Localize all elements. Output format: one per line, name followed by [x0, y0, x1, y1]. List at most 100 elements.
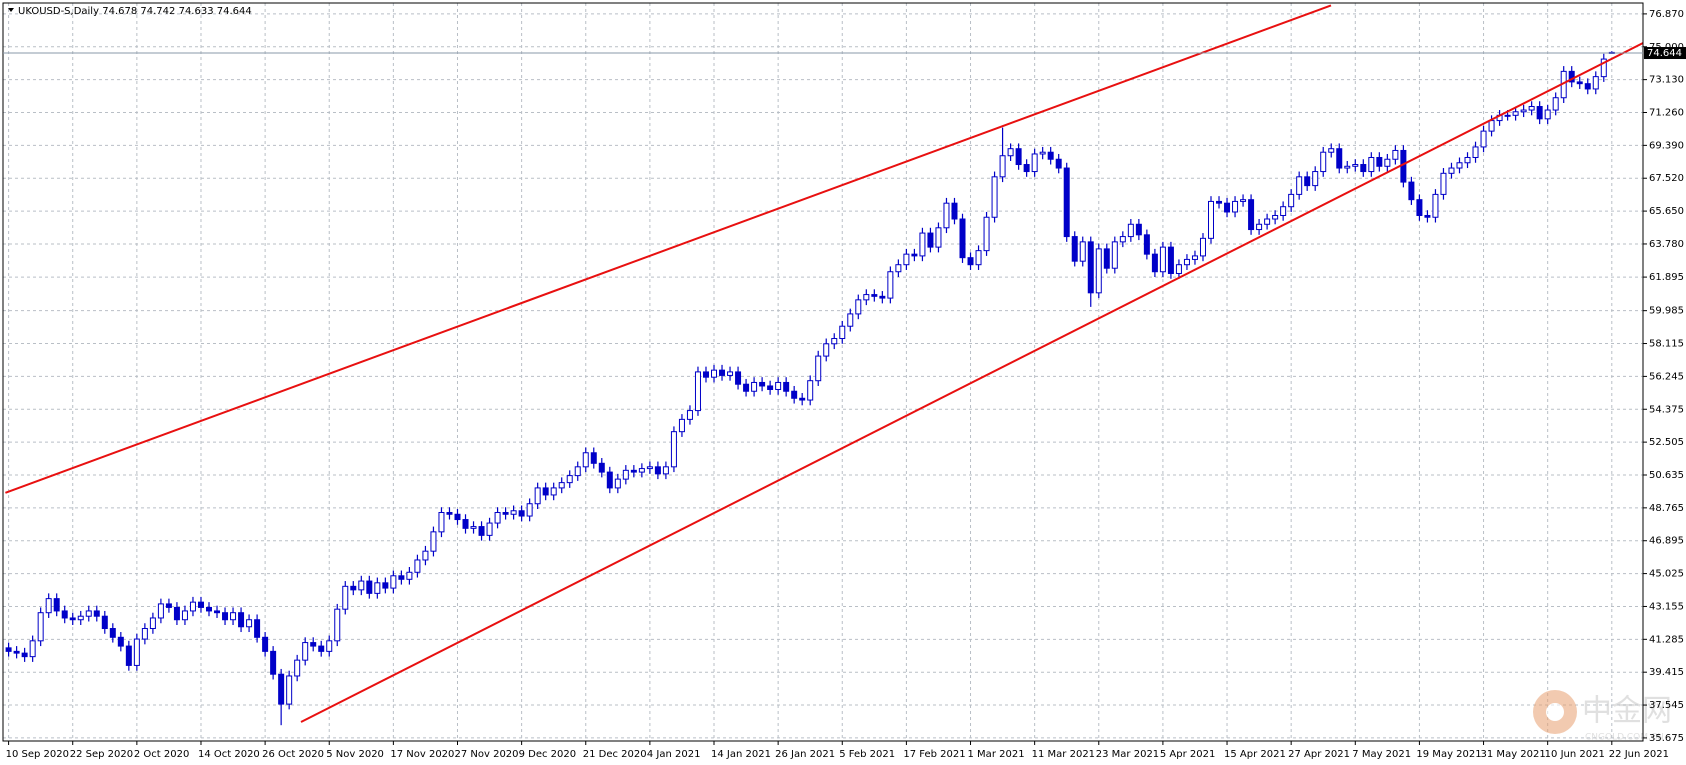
y-tick-label: 73.130 [1649, 75, 1684, 86]
candle-body [422, 550, 429, 561]
current-price-box [1644, 47, 1686, 60]
y-tick-label: 63.780 [1649, 239, 1684, 250]
candle-body [350, 585, 357, 591]
candle-body [566, 475, 573, 484]
candle-body [719, 369, 726, 376]
candle-body [1047, 151, 1054, 160]
candle-body [702, 371, 709, 378]
candle-body [759, 381, 766, 387]
candle-body [69, 617, 76, 621]
candle-body [879, 295, 886, 299]
candle-body [61, 610, 68, 619]
x-tick-label: 22 Jun 2021 [1609, 749, 1669, 760]
candle-body [735, 371, 742, 385]
candle-body [1592, 76, 1599, 90]
candle-body [550, 487, 557, 496]
candle-body [1199, 237, 1206, 257]
x-tick-label: 17 Feb 2021 [903, 749, 965, 760]
y-tick-label: 35.675 [1649, 733, 1684, 744]
candle-body [646, 466, 653, 470]
candle-body [1336, 148, 1343, 169]
candle-body [831, 338, 838, 345]
candle-body [470, 526, 477, 529]
candle-body [1384, 158, 1391, 167]
candle-body [1584, 83, 1591, 90]
candle-body [1520, 109, 1527, 113]
candle-body [222, 612, 229, 621]
candle-body [246, 619, 253, 628]
candle-body [294, 659, 301, 677]
candle-body [1328, 148, 1335, 153]
candle-body [430, 531, 437, 552]
candle-body [1248, 199, 1255, 231]
y-tick-label: 45.025 [1649, 569, 1684, 580]
candle-body [1272, 214, 1279, 220]
candle-body [1039, 151, 1046, 155]
y-tick-label: 43.155 [1649, 601, 1684, 612]
candle-body [366, 580, 373, 594]
candle-body [478, 526, 485, 536]
candle-body [855, 299, 862, 315]
candle-body [254, 619, 261, 638]
candle-body [1448, 167, 1455, 174]
candle-body [286, 675, 293, 705]
candle-body [1103, 248, 1110, 269]
candle-body [1224, 202, 1231, 213]
candle-body [967, 257, 974, 266]
candle-body [374, 582, 381, 594]
candle-body [1504, 114, 1511, 117]
x-tick-label: 10 Sep 2020 [6, 749, 69, 760]
candle-body [799, 397, 806, 401]
candle-body [959, 218, 966, 259]
candle-body [1055, 158, 1062, 169]
candle-body [895, 264, 902, 273]
candle-body [598, 462, 605, 473]
candle-body [1568, 70, 1575, 83]
candle-body [1352, 164, 1359, 167]
watermark: 中金网 CNGOLD.COM.CN [1533, 690, 1672, 743]
candle-body [943, 202, 950, 229]
candle-body [1408, 181, 1415, 201]
candle-body [951, 202, 958, 220]
candle-body [1296, 176, 1303, 195]
watermark-text: 中金网 [1582, 694, 1672, 729]
y-tick-label: 59.985 [1649, 306, 1684, 317]
candle-body [863, 294, 870, 301]
candle-body [815, 355, 822, 382]
candle-body [630, 469, 637, 473]
watermark-logo-inner [1546, 703, 1564, 721]
candle-body [1304, 176, 1311, 187]
candle-body [1416, 199, 1423, 216]
candle-body [887, 271, 894, 299]
candle-body [5, 647, 12, 652]
candle-body [165, 603, 172, 608]
candle-body [117, 636, 124, 647]
candle-body [558, 482, 565, 489]
candle-body [334, 608, 341, 642]
x-tick-label: 15 Apr 2021 [1224, 749, 1286, 760]
candle-body [1424, 214, 1431, 218]
candle-body [173, 606, 180, 621]
candle-body [1544, 109, 1551, 120]
candle-body [1087, 241, 1094, 294]
title-low: 74.633 [179, 6, 214, 17]
x-tick-label: 9 Dec 2020 [519, 749, 577, 760]
candle-body [342, 585, 349, 610]
y-tick-label: 61.895 [1649, 272, 1684, 283]
candle-body [13, 650, 20, 654]
candle-body [1183, 258, 1190, 266]
candle-body [975, 250, 982, 266]
x-tick-label: 21 Dec 2020 [583, 749, 647, 760]
x-tick-label: 5 Apr 2021 [1160, 749, 1215, 760]
candle-body [1432, 193, 1439, 218]
candle-body [775, 381, 782, 390]
candle-body [414, 559, 421, 573]
y-tick-label: 69.390 [1649, 140, 1684, 151]
candle-body [502, 512, 509, 515]
candle-body [181, 610, 188, 621]
plot-frame [2, 2, 1644, 742]
candle-body [727, 371, 734, 376]
candle-body [1191, 255, 1198, 260]
candle-body [21, 652, 28, 658]
